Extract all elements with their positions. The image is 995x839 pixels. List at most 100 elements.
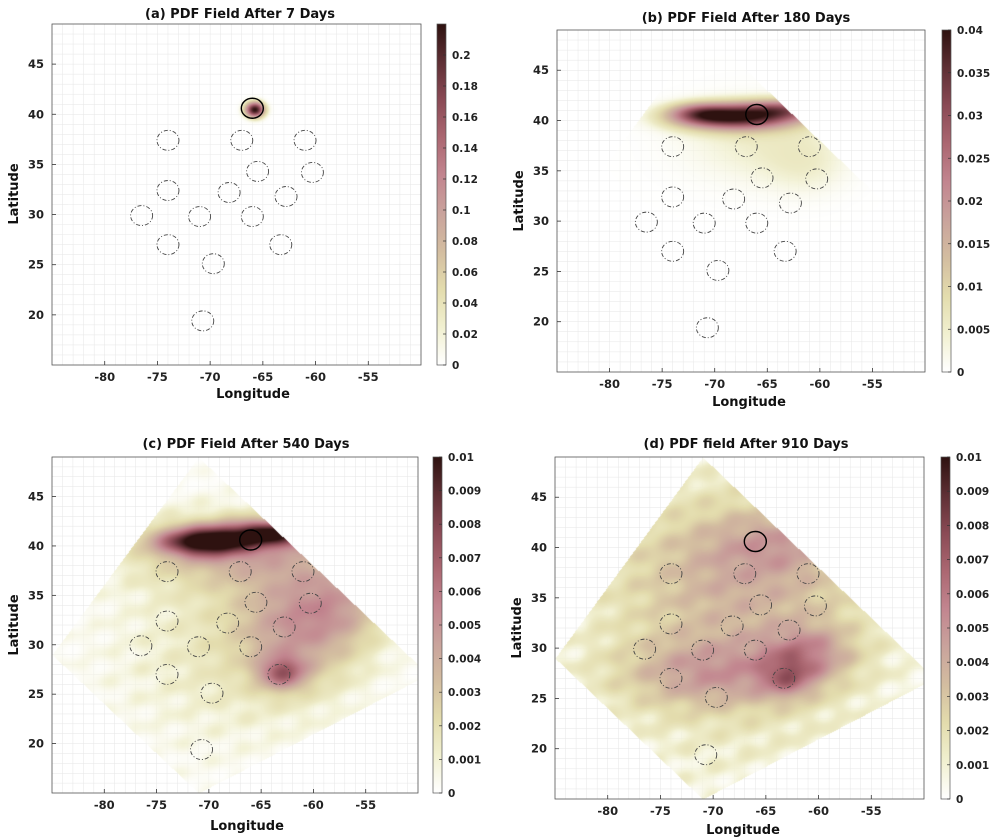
colorbar-tick-label: 0.004 <box>956 657 989 669</box>
site-circle <box>216 612 240 634</box>
site-circle <box>190 739 213 760</box>
y-tick-label: 35 <box>28 588 44 602</box>
x-tick-label: -65 <box>252 370 273 384</box>
site-circle <box>186 636 210 658</box>
x-axis-label: Longitude <box>712 395 786 410</box>
site-circle <box>155 561 179 583</box>
site-circle <box>269 234 293 256</box>
y-tick-label: 35 <box>533 164 549 178</box>
y-tick-label: 40 <box>533 114 549 128</box>
colorbar-tick-label: 0.006 <box>956 589 989 601</box>
site-circle <box>240 206 264 228</box>
pdf-heatmap <box>555 457 924 799</box>
site-circles <box>634 136 829 339</box>
site-circle <box>291 561 315 583</box>
axes-frame <box>556 29 926 373</box>
site-circle <box>633 638 657 660</box>
site-circle <box>659 613 683 635</box>
pdf-heatmap <box>52 24 421 365</box>
site-circle <box>634 211 658 233</box>
colorbar-tick-label: 0.009 <box>956 486 989 498</box>
panel-c: -80 -75 -70 -65 -60 -55 20 25 30 35 40 45 (c) PDF Fi… <box>7 437 481 834</box>
site-circle <box>272 616 296 638</box>
x-tick-label: -60 <box>808 804 829 818</box>
site-circle <box>156 180 180 201</box>
release-site-circle <box>743 530 768 553</box>
colorbar-tick-label: 0.08 <box>452 236 478 248</box>
colorbar: 0 0.001 0.002 0.003 0.004 0.005 0.006 0.007 0.00… <box>940 452 989 806</box>
x-tick-label: -55 <box>862 377 883 391</box>
panel-title: (a) PDF Field After 7 Days <box>145 7 335 22</box>
x-tick-label: -75 <box>146 798 167 812</box>
site-circle <box>156 129 180 151</box>
colorbar-tick-label: 0 <box>448 788 455 800</box>
y-axis-label: Latitude <box>7 594 22 656</box>
colorbar-tick-label: 0.005 <box>957 324 990 336</box>
colorbar-tick-label: 0.04 <box>957 25 983 37</box>
site-circle <box>267 663 291 685</box>
y-tick-label: 30 <box>28 638 44 652</box>
colorbar-tick-label: 0.14 <box>452 143 478 155</box>
colorbar-tick-label: 0.002 <box>448 721 481 733</box>
colorbar: 0 0.005 0.01 0.015 0.02 0.025 0.03 0.035 0.04 <box>941 25 990 379</box>
colorbar-tick-label: 0.004 <box>448 654 481 666</box>
colorbar-tick-label: 0.025 <box>957 153 990 165</box>
axes-frame <box>51 23 422 366</box>
x-axis-label: Longitude <box>216 387 290 402</box>
site-circle <box>803 595 827 617</box>
colorbar-tick-label: 0.1 <box>452 205 471 217</box>
site-circle <box>706 259 730 281</box>
site-circle <box>188 206 212 228</box>
colorbar-tick-label: 0.035 <box>957 68 990 80</box>
site-circle <box>695 317 719 339</box>
site-circle <box>720 615 744 637</box>
colorbar: 0 0.001 0.002 0.003 0.004 0.005 0.006 0.007 0.00… <box>432 452 481 800</box>
colorbar-tick-label: 0.002 <box>956 726 989 738</box>
panel-title: (d) PDF field After 910 Days <box>644 437 849 452</box>
site-circle <box>217 182 241 203</box>
site-circle <box>796 563 820 585</box>
x-tick-label: -75 <box>147 370 168 384</box>
site-circle <box>661 240 685 262</box>
y-tick-label: 25 <box>28 258 44 272</box>
site-circle <box>659 563 683 585</box>
y-tick-label: 35 <box>28 157 44 171</box>
x-axis-label: Longitude <box>210 819 284 834</box>
site-circle <box>155 610 179 632</box>
colorbar-tick-label: 0.06 <box>452 267 478 279</box>
site-circle <box>659 667 683 689</box>
pdf-heatmap <box>557 30 925 372</box>
colorbar-tick-label: 0.005 <box>956 623 989 635</box>
y-tick-label: 40 <box>28 539 44 553</box>
colorbar: 0 0.02 0.04 0.06 0.08 0.1 0.12 0.14 0.16 0.18 0.2 <box>436 23 478 372</box>
y-tick-label: 20 <box>531 742 547 756</box>
x-tick-label: -80 <box>599 377 620 391</box>
site-circle <box>661 186 685 208</box>
site-circle <box>129 635 153 657</box>
colorbar-tick-label: 0 <box>452 360 459 372</box>
colorbar-tick-label: 0 <box>956 794 963 806</box>
site-circle <box>300 161 324 183</box>
site-circle <box>228 561 252 583</box>
site-circle <box>293 129 317 151</box>
site-circle <box>246 160 270 182</box>
panel-title: (c) PDF Field After 540 Days <box>142 437 349 452</box>
x-tick-label: -80 <box>94 370 115 384</box>
colorbar-tick-label: 0.03 <box>957 111 983 123</box>
colorbar-tick-label: 0.02 <box>452 329 478 341</box>
axes-frame <box>51 456 419 794</box>
site-circle <box>743 639 767 661</box>
y-tick-label: 30 <box>531 641 547 655</box>
site-circle <box>777 619 801 641</box>
y-tick-label: 45 <box>28 490 44 504</box>
colorbar-tick-label: 0.008 <box>956 520 989 532</box>
x-tick-label: -70 <box>198 798 219 812</box>
site-circle <box>750 167 774 189</box>
y-tick-label: 40 <box>531 541 547 555</box>
site-circle <box>745 212 769 234</box>
pdf-heatmap <box>52 457 418 793</box>
site-circle <box>244 591 268 613</box>
y-tick-label: 25 <box>531 691 547 705</box>
y-tick-label: 45 <box>531 490 547 504</box>
